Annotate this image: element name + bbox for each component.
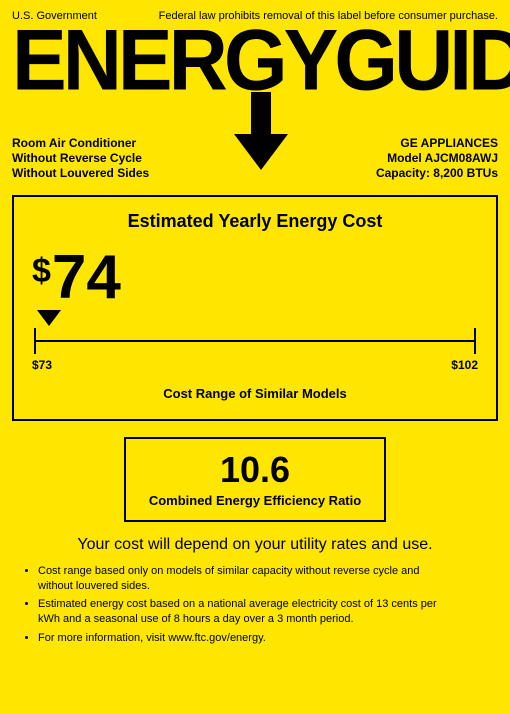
- cost-value: $74: [32, 250, 478, 306]
- scale-labels: $73 $102: [32, 358, 478, 372]
- feature-2: Without Louvered Sides: [12, 166, 149, 181]
- cost-marker-icon: [37, 310, 61, 326]
- cost-box: Estimated Yearly Energy Cost $74 $73 $10…: [12, 195, 498, 421]
- ceer-value: 10.6: [138, 449, 372, 491]
- tick-high: [474, 328, 476, 354]
- cost-title: Estimated Yearly Energy Cost: [32, 211, 478, 232]
- energyguide-logo: ENERGYGUIDE: [12, 24, 498, 97]
- logo-area: ENERGYGUIDE: [12, 26, 498, 166]
- footnotes: Cost range based only on models of simil…: [38, 564, 498, 646]
- footnote-2: Estimated energy cost based on a nationa…: [38, 597, 498, 627]
- footnote-1: Cost range based only on models of simil…: [38, 564, 498, 594]
- scale-low: $73: [32, 358, 52, 372]
- arrow-down-icon: [234, 92, 288, 170]
- capacity: Capacity: 8,200 BTUs: [376, 166, 498, 181]
- depends-text: Your cost will depend on your utility ra…: [12, 536, 498, 554]
- dollar-sign: $: [32, 256, 51, 287]
- cost-scale: $73 $102: [32, 310, 478, 380]
- scale-high: $102: [451, 358, 478, 372]
- scale-line: [34, 340, 476, 342]
- ceer-box: 10.6 Combined Energy Efficiency Ratio: [124, 437, 386, 522]
- ceer-label: Combined Energy Efficiency Ratio: [138, 493, 372, 508]
- cost-amount: 74: [52, 250, 121, 306]
- range-caption: Cost Range of Similar Models: [32, 386, 478, 401]
- footnote-3: For more information, visit www.ftc.gov/…: [38, 631, 498, 646]
